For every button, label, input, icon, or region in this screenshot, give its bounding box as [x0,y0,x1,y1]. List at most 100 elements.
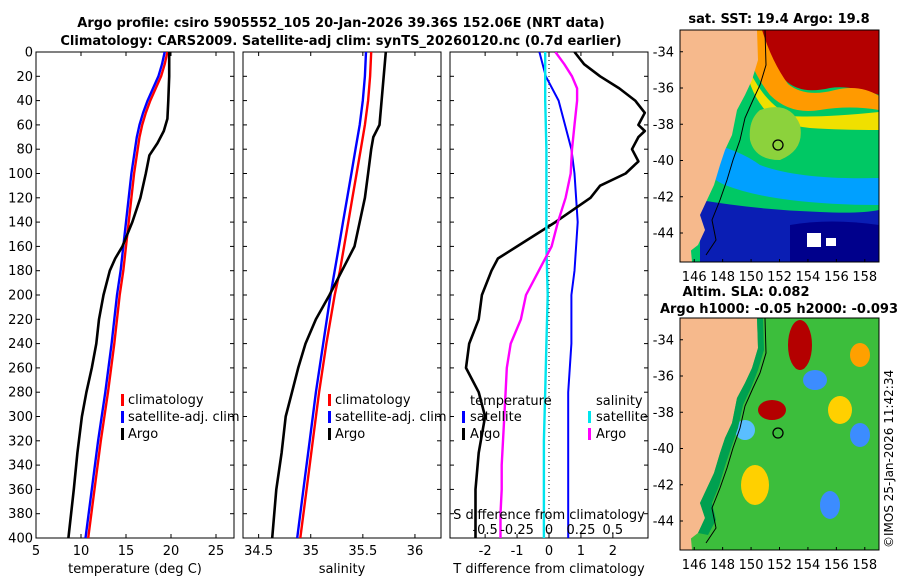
difference-line-s-satellite [542,52,549,538]
sst-map-title: sat. SST: 19.4 Argo: 19.8 [688,12,869,27]
y-tick-label: 20 [16,70,33,85]
x-tick-label: 10 [73,544,90,559]
sst-land [680,30,758,255]
x2-tick-label: 0 [545,523,553,538]
sst-missing-data [826,238,836,246]
y-tick-label: 280 [8,386,33,401]
map-x-tick-label: 152 [767,558,792,573]
legend-swatch-s-argo [588,428,591,440]
map-y-tick-label: -34 [653,45,674,60]
legend-label-climatology: climatology [128,393,204,408]
map-x-tick-label: 148 [710,270,735,285]
map-x-tick-label: 154 [796,558,821,573]
map-x-tick-label: 150 [739,270,764,285]
salinity-series-group [270,52,388,538]
y-tick-label: 240 [8,337,33,352]
difference-series-group [464,52,647,538]
y-tick-label: 360 [8,483,33,498]
legend-label-argo: Argo [128,427,158,442]
sla-positive-anomaly [828,396,852,424]
temperature-xlabel: temperature (deg C) [68,562,202,577]
x-tick-label: 34.5 [244,544,273,559]
x-tick-label: -2 [479,544,492,559]
legend-swatch-climatology [121,394,124,406]
map-x-tick-label: 158 [852,270,877,285]
temperature-series-group [67,52,171,538]
temperature-line-climatology [87,52,169,538]
map-y-tick-label: -36 [653,82,674,97]
title-line2: Climatology: CARS2009. Satellite-adj cli… [60,34,621,49]
legend-label-satellite: satellite-adj. clim [128,410,240,425]
y-tick-label: 40 [16,94,33,109]
salinity-line-climatology [299,52,373,538]
legend-label-climatology: climatology [335,393,411,408]
map-y-tick-label: -44 [653,515,674,530]
map-y-tick-label: -44 [653,227,674,242]
sst-cool-band [700,140,879,205]
map-x-tick-label: 146 [682,270,707,285]
x-tick-label: 20 [163,544,180,559]
legend-label-t-satellite: satellite [470,410,522,425]
sla-high-anomaly [788,320,812,370]
salinity-axes-frame [242,51,442,539]
temperature-panel: 5 10 15 20 25 0 20 40 60 80 100 120 140 160 180 200 220 2… [8,46,235,577]
imos-credit: ©IMOS 25-Jan-2026 11:42:34 [882,370,896,548]
sst-argo-marker [772,139,784,151]
map-x-tick-label: 156 [824,270,849,285]
y-tick-label: 80 [16,143,33,158]
x-tick-label: 2 [609,544,617,559]
legend-title-salinity: salinity [596,394,643,409]
y-tick-label: 320 [8,434,33,449]
map-y-tick-label: -34 [653,333,674,348]
sla-negative-anomaly [850,423,870,447]
x-tick-label: 35 [302,544,319,559]
salinity-xlabel: salinity [319,562,366,577]
y-tick-label: 260 [8,361,33,376]
sla-high-anomaly [758,400,786,420]
difference-line-s-argo [499,52,579,538]
y-tick-label: 300 [8,410,33,425]
map-x-tick-label: 148 [710,558,735,573]
difference-line-t-satellite [538,52,579,538]
x2-tick-label: -0.5 [472,523,497,538]
x2-tick-label: 0.25 [566,523,595,538]
x-tick-label: 25 [208,544,225,559]
sla-land [680,318,758,543]
difference-panel: -2 -1 0 1 2 T difference from climatology [449,51,649,577]
legend-swatch-t-argo [462,428,465,440]
x-tick-label: 35.5 [348,544,377,559]
salinity-legend: climatology satellite-adj. clim Argo [328,393,447,442]
legend-label-satellite: satellite-adj. clim [335,410,447,425]
temperature-legend: climatology satellite-adj. clim Argo [121,393,240,442]
x-tick-label: -1 [511,544,524,559]
salinity-line-argo [270,52,388,538]
difference-line-t-argo [464,52,647,538]
map-x-tick-label: 154 [796,270,821,285]
sla-positive-anomaly [741,465,769,505]
sst-map: sat. SST: 19.4 Argo: 19.8 146 148 150 152 15… [653,12,880,285]
sst-warm-core [762,30,879,95]
y-tick-label: 400 [8,532,33,547]
sla-map-title: Altim. SLA: 0.082 [683,285,810,300]
legend-label-t-argo: Argo [470,427,500,442]
sla-negative-anomaly [820,491,840,519]
map-y-tick-label: -42 [653,190,674,205]
temperature-line-satellite [84,52,166,538]
sst-coastline-contour [705,30,767,256]
x-tick-label: 5 [32,544,40,559]
sla-coastline-contour [705,318,767,544]
legend-label-argo: Argo [335,427,365,442]
y-tick-label: 380 [8,507,33,522]
legend-swatch-s-satellite [588,411,591,423]
y-tick-label: 160 [8,240,33,255]
salinity-panel: 34.5 35 35.5 36 salinity [242,51,442,577]
y-tick-label: 180 [8,264,33,279]
sst-missing-data [807,233,821,247]
sst-eddy [749,107,801,160]
y-tick-label: 100 [8,167,33,182]
map-x-tick-label: 146 [682,558,707,573]
legend-swatch-climatology [328,394,331,406]
sla-map: Altim. SLA: 0.082 Argo h1000: -0.05 h200… [653,285,898,573]
map-y-tick-label: -38 [653,118,674,133]
